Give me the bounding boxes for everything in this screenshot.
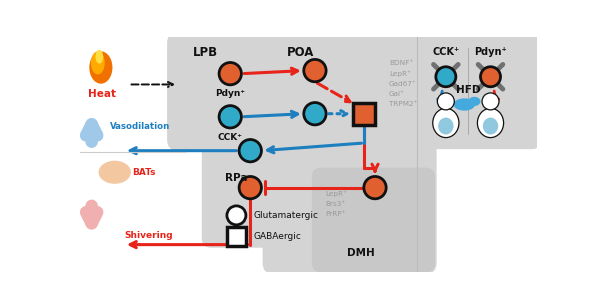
Circle shape (364, 177, 386, 199)
Ellipse shape (483, 118, 498, 135)
Text: GABAergic: GABAergic (254, 233, 301, 241)
Circle shape (239, 177, 261, 199)
FancyBboxPatch shape (202, 135, 291, 248)
Circle shape (304, 103, 326, 125)
Ellipse shape (91, 51, 105, 74)
Text: LepR⁺: LepR⁺ (326, 190, 347, 197)
Text: CCK⁺: CCK⁺ (218, 132, 243, 142)
Text: RPa: RPa (225, 174, 248, 183)
Text: CCK⁺: CCK⁺ (432, 47, 459, 57)
FancyBboxPatch shape (263, 35, 437, 274)
Ellipse shape (99, 161, 131, 184)
Ellipse shape (438, 118, 453, 135)
Circle shape (436, 67, 456, 87)
Text: DMH: DMH (347, 248, 375, 259)
Circle shape (227, 206, 246, 225)
Text: Pdyn⁺: Pdyn⁺ (215, 89, 245, 99)
Text: Heat: Heat (89, 89, 117, 99)
Text: Vasodilation: Vasodilation (110, 121, 170, 131)
Circle shape (304, 59, 326, 82)
Text: HFD: HFD (456, 85, 480, 95)
Circle shape (482, 93, 499, 110)
Circle shape (219, 62, 242, 85)
Text: Glutamatergic: Glutamatergic (254, 211, 318, 220)
Text: Gal⁺: Gal⁺ (389, 91, 405, 97)
FancyBboxPatch shape (415, 32, 541, 149)
Circle shape (219, 106, 242, 128)
Circle shape (481, 67, 501, 87)
FancyBboxPatch shape (227, 227, 246, 246)
Circle shape (437, 93, 454, 110)
Ellipse shape (96, 50, 103, 64)
FancyBboxPatch shape (353, 103, 376, 125)
Text: LepR⁺: LepR⁺ (389, 70, 411, 77)
Text: TRPM2⁺: TRPM2⁺ (389, 102, 417, 107)
Circle shape (239, 140, 261, 162)
Text: Gad67⁺: Gad67⁺ (389, 81, 417, 87)
Text: Brs3⁺: Brs3⁺ (326, 201, 346, 207)
Text: POA: POA (287, 46, 315, 59)
Text: BDNF⁺: BDNF⁺ (389, 60, 413, 66)
FancyBboxPatch shape (167, 32, 279, 151)
Ellipse shape (433, 108, 459, 138)
Ellipse shape (453, 98, 475, 111)
Text: Pdyn⁺: Pdyn⁺ (474, 47, 507, 57)
Ellipse shape (468, 97, 481, 106)
FancyBboxPatch shape (312, 168, 435, 272)
Text: PrRP⁺: PrRP⁺ (326, 211, 346, 217)
Text: Shivering: Shivering (124, 231, 173, 240)
Ellipse shape (477, 108, 504, 138)
Ellipse shape (89, 51, 112, 84)
Text: LPB: LPB (193, 46, 218, 59)
Text: BATs: BATs (132, 168, 155, 177)
